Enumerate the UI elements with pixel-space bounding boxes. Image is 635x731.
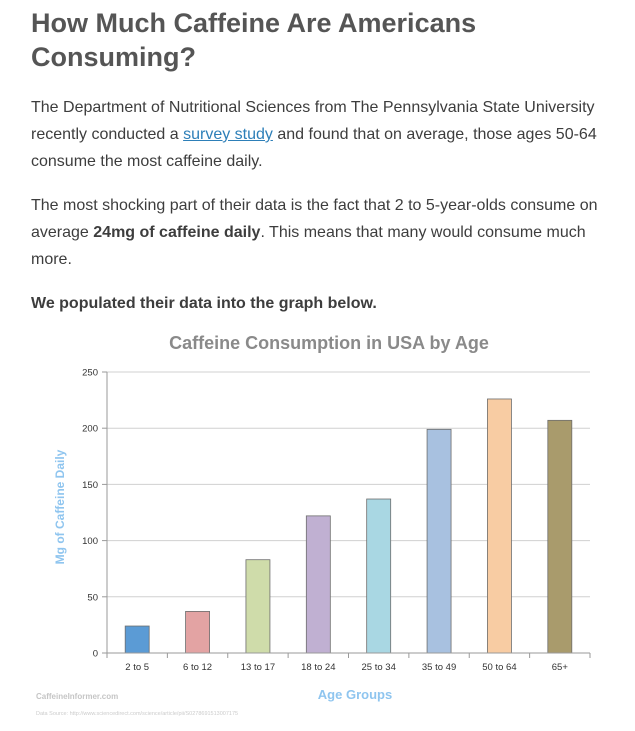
- paragraph-survey: The Department of Nutritional Sciences f…: [31, 94, 611, 175]
- article: How Much Caffeine Are Americans Consumin…: [31, 0, 611, 312]
- y-tick-label: 50: [87, 592, 98, 603]
- paragraph-survey-text-start: The Department of Nutritional Sciences f…: [31, 99, 595, 143]
- watermark-text: CaffeineInformer.com: [36, 692, 118, 701]
- chart-bars: [124, 398, 573, 654]
- caffeine-highlight: 24mg of caffeine daily: [93, 224, 261, 241]
- paragraph-shocking-text-start: The most shocking part of their data is …: [31, 197, 598, 241]
- x-axis-label: Age Groups: [318, 687, 392, 702]
- survey-study-link[interactable]: survey study: [183, 126, 273, 143]
- bar-50-to-64: [487, 398, 512, 654]
- y-tick-label: 150: [82, 480, 98, 491]
- x-tick-label: 65+: [552, 662, 569, 673]
- graph-intro: We populated their data into the graph b…: [31, 295, 377, 312]
- bar-2-to-5: [124, 625, 150, 654]
- bar-18-to-24: [305, 515, 331, 654]
- article-title: How Much Caffeine Are Americans Consumin…: [31, 8, 477, 72]
- paragraph-shocking: The most shocking part of their data is …: [31, 192, 611, 273]
- y-axis-label: Mg of Caffeine Daily: [53, 449, 67, 564]
- x-tick-label: 2 to 5: [125, 662, 149, 673]
- paragraph-shocking-text-end: . This means that many would consume muc…: [31, 224, 586, 268]
- caffeine-chart: Caffeine Consumption in USA by Age 0 50 10…: [36, 333, 591, 717]
- chart-title: Caffeine Consumption in USA by Age: [169, 333, 489, 353]
- y-tick-label: 250: [82, 368, 98, 379]
- x-tick-label: 25 to 34: [362, 662, 396, 673]
- x-tick-label: 50 to 64: [482, 662, 516, 673]
- bar-35-to-49: [426, 428, 452, 654]
- y-tick-label: 0: [93, 649, 98, 660]
- x-tick-label: 18 to 24: [301, 662, 335, 673]
- bar-65-plus: [547, 419, 573, 654]
- x-tick-label: 35 to 49: [422, 662, 456, 673]
- data-source-note: Data Source: http://www.sciencedirect.co…: [36, 711, 238, 717]
- paragraph-survey-text-end: and found that on average, those ages 50…: [31, 126, 597, 170]
- y-tick-label: 200: [82, 424, 98, 435]
- chart-axes: 0 50 100 150 200 250 2 to 5 6 to 12 13 to 17 18 t…: [82, 368, 591, 673]
- bar-25-to-34: [366, 498, 392, 654]
- x-tick-label: 6 to 12: [183, 662, 212, 673]
- bar-6-to-12: [185, 611, 210, 654]
- x-tick-label: 13 to 17: [241, 662, 275, 673]
- chart-grid: [107, 371, 590, 598]
- y-tick-label: 100: [82, 536, 98, 547]
- bar-13-to-17: [245, 559, 271, 654]
